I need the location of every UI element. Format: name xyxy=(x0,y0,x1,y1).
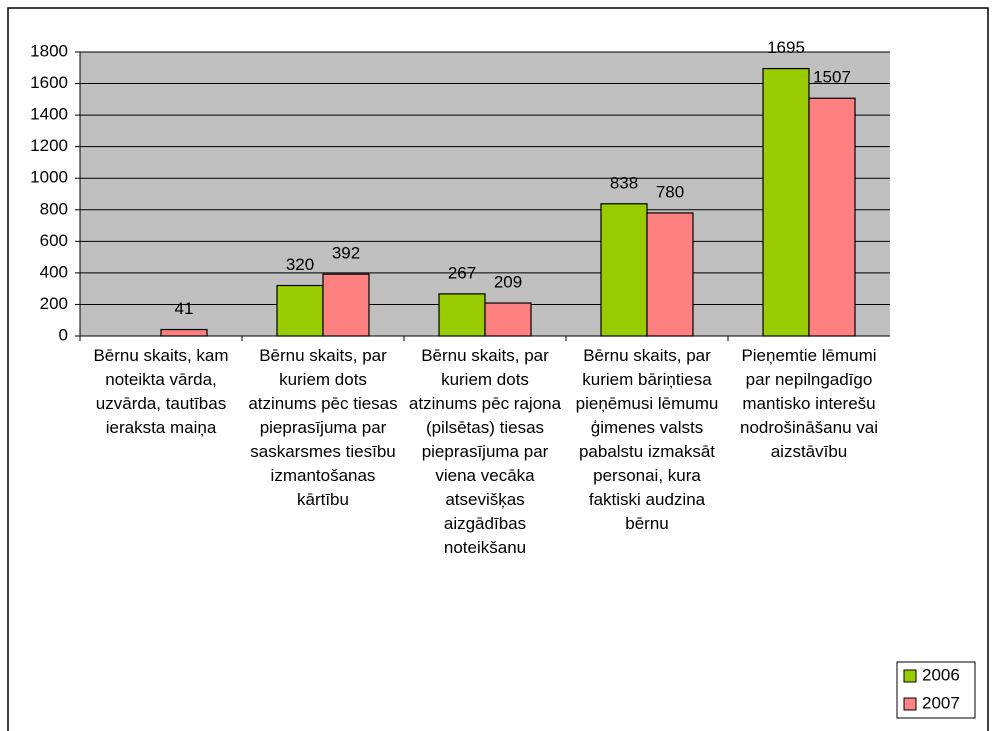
plot-area xyxy=(80,52,890,336)
legend-label: 2006 xyxy=(922,665,960,684)
bar xyxy=(322,273,370,337)
bar xyxy=(646,212,694,337)
y-tick-label: 1400 xyxy=(30,105,68,124)
x-tick-label: Bērnu skaits, par kuriem dots atzinums p… xyxy=(248,346,398,509)
data-label: 1507 xyxy=(813,68,851,87)
y-tick-label: 1800 xyxy=(30,41,68,60)
data-label: 780 xyxy=(656,182,684,201)
bar xyxy=(762,67,810,337)
bar xyxy=(600,203,648,337)
data-label: 209 xyxy=(494,273,522,292)
frame xyxy=(7,7,989,731)
legend-swatch xyxy=(903,697,917,711)
y-tick-label: 1000 xyxy=(30,168,68,187)
x-tick-label: Bērnu skaits, kam noteikta vārda, uzvārd… xyxy=(93,346,229,437)
x-tick-label: Pieņemtie lēmumi par nepilngadīgo mantis… xyxy=(740,346,878,461)
data-label: 267 xyxy=(448,263,476,282)
bar xyxy=(484,302,532,337)
bar xyxy=(160,328,208,337)
y-tick-label: 600 xyxy=(40,231,68,250)
y-tick-label: 0 xyxy=(59,325,68,344)
data-label: 41 xyxy=(175,299,194,318)
data-label: 392 xyxy=(332,244,360,263)
data-label: 1695 xyxy=(767,38,805,57)
legend-label: 2007 xyxy=(922,693,960,712)
x-tick-label: Bērnu skaits, par kuriem bāriņtiesa pieņ… xyxy=(575,346,719,533)
x-tick-label: Bērnu skaits, par kuriem dots atzinums p… xyxy=(408,346,562,557)
bar xyxy=(276,284,324,337)
data-label: 320 xyxy=(286,255,314,274)
y-tick-label: 1600 xyxy=(30,73,68,92)
y-tick-label: 800 xyxy=(40,199,68,218)
data-label: 838 xyxy=(610,173,638,192)
legend-swatch xyxy=(903,669,917,683)
bar xyxy=(438,293,486,337)
y-tick-label: 200 xyxy=(40,294,68,313)
y-tick-label: 400 xyxy=(40,262,68,281)
bar xyxy=(808,97,856,337)
y-tick-label: 1200 xyxy=(30,136,68,155)
